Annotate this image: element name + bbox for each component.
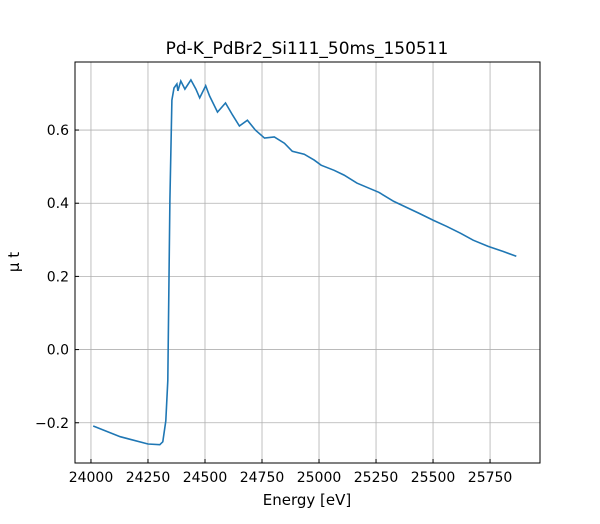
y-tick-label: −0.2 — [35, 416, 69, 432]
series-line — [92, 78, 517, 446]
x-tick-label: 24250 — [126, 470, 171, 486]
plot-frame — [74, 61, 541, 464]
y-axis-label: μ t — [5, 252, 23, 272]
y-tick-label: 0.4 — [47, 196, 69, 212]
x-tick-label: 25750 — [468, 470, 513, 486]
x-tick-label: 25000 — [297, 470, 342, 486]
chart-title: Pd-K_PdBr2_Si111_50ms_150511 — [166, 39, 449, 59]
x-tick-label: 25500 — [411, 470, 456, 486]
x-tick-label: 24750 — [240, 470, 285, 486]
ticks: 24000 24250 24500 24750 25000 25250 25500 25750… — [35, 123, 512, 486]
x-tick-label: 25250 — [354, 470, 399, 486]
x-axis-label: Energy [eV] — [263, 491, 351, 509]
grid — [75, 62, 540, 463]
x-tick-label: 24500 — [183, 470, 228, 486]
x-tick-label: 24000 — [69, 470, 114, 486]
y-tick-label: 0.0 — [47, 343, 69, 359]
y-tick-label: 0.2 — [47, 269, 69, 285]
y-tick-label: 0.6 — [47, 123, 69, 139]
